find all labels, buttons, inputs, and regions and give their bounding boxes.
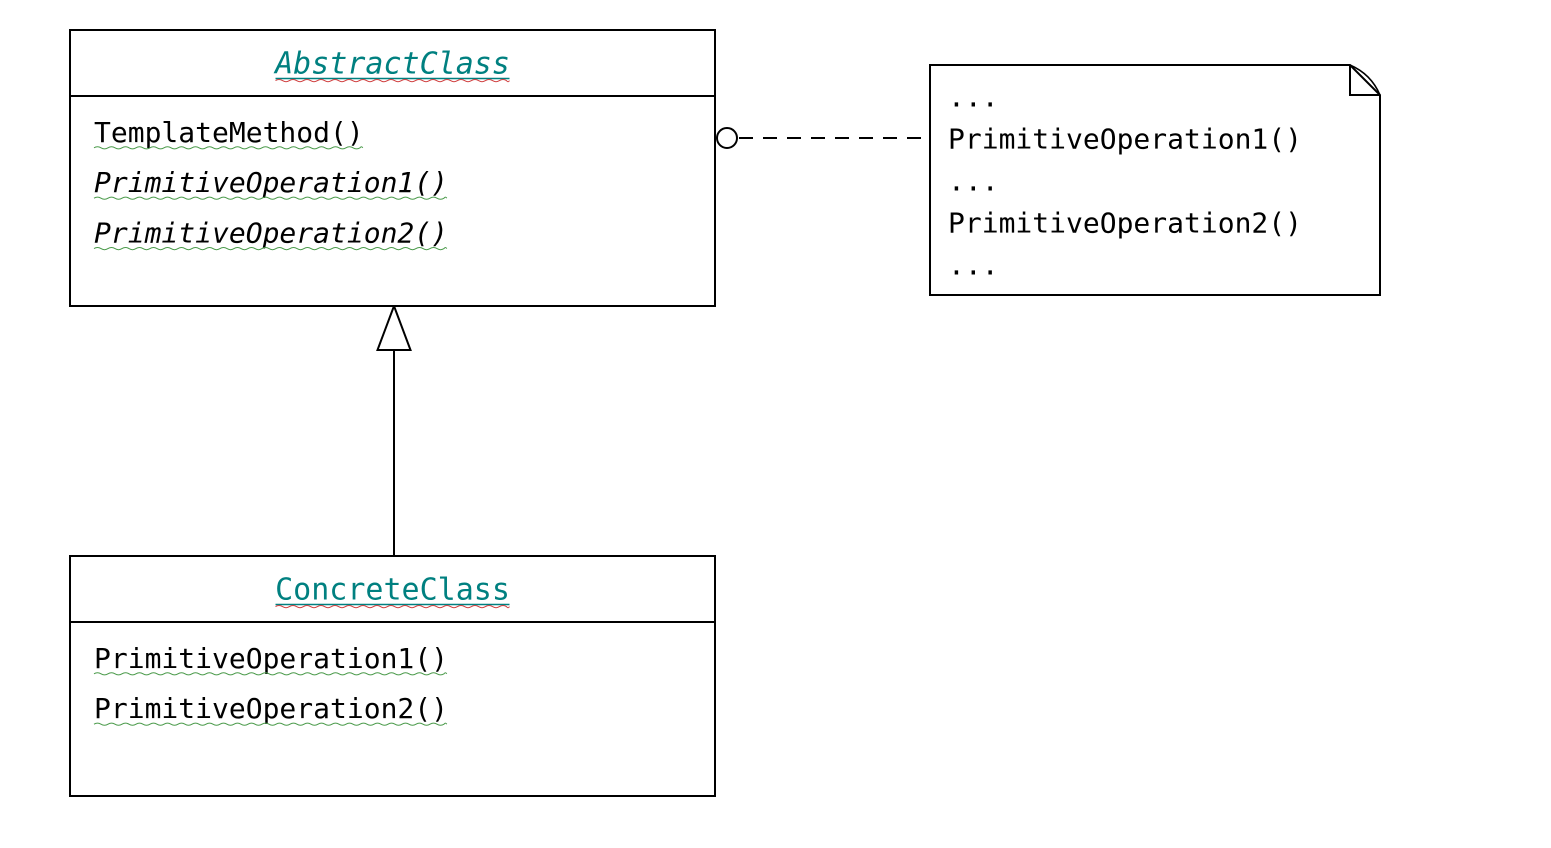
class-method: PrimitiveOperation1()	[94, 642, 448, 675]
note-line: PrimitiveOperation2()	[948, 207, 1302, 240]
note-line: ...	[948, 165, 999, 198]
class-method: PrimitiveOperation2()	[94, 692, 448, 725]
note-line: ...	[948, 249, 999, 282]
uml-note: ... PrimitiveOperation1()... PrimitiveOper…	[930, 65, 1380, 295]
inheritance-arrowhead	[378, 306, 411, 350]
note-line: PrimitiveOperation1()	[948, 123, 1302, 156]
class-concrete: ConcreteClass PrimitiveOperation1() Primit…	[70, 556, 715, 796]
note-link-lollipop	[717, 128, 737, 148]
class-method: PrimitiveOperation2()	[94, 217, 448, 250]
class-abstract: AbstractClass TemplateMethod() PrimitiveOp…	[70, 30, 715, 306]
class-method: PrimitiveOperation1()	[94, 166, 448, 199]
note-line: ...	[948, 81, 999, 114]
class-title: ConcreteClass	[275, 573, 510, 608]
class-method: TemplateMethod()	[94, 116, 364, 149]
class-title: AbstractClass	[273, 47, 510, 82]
